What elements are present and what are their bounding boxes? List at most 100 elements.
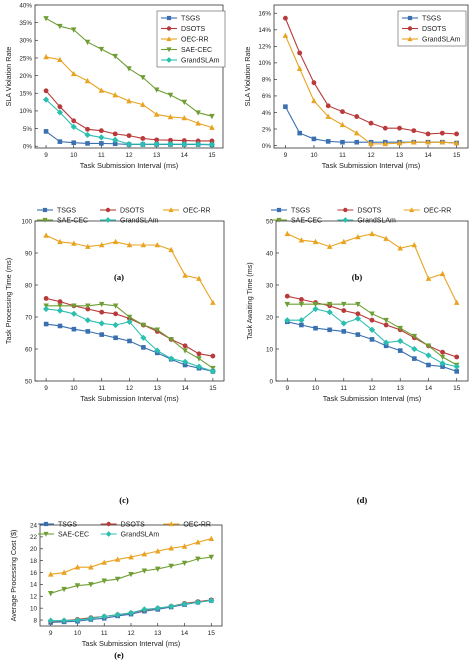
data-point: [71, 240, 77, 246]
legend-swatch-marker: [43, 521, 49, 527]
data-point: [126, 66, 132, 72]
data-point: [297, 50, 303, 56]
data-point: [181, 141, 188, 148]
data-point: [167, 141, 174, 148]
series-grandslam: [282, 32, 460, 147]
data-point: [112, 53, 118, 60]
data-point: [396, 140, 403, 146]
x-tick-label: 12: [126, 385, 134, 392]
data-point: [70, 123, 77, 130]
data-point: [113, 335, 118, 341]
data-point: [182, 348, 188, 354]
data-point: [140, 75, 146, 81]
legend: TSGS DSOTS OEC-RR SAE-CEC GrandSLAm: [156, 10, 226, 68]
data-point: [70, 310, 78, 317]
data-point: [340, 139, 345, 145]
x-tick-label: 12: [368, 385, 376, 392]
x-tick-label: 15: [208, 152, 216, 159]
data-point: [168, 137, 173, 143]
x-tick-label: 9: [285, 385, 289, 392]
series-oec-rr: [43, 232, 216, 305]
data-point: [195, 556, 201, 562]
data-point: [181, 600, 188, 608]
data-point: [56, 307, 64, 314]
legend-swatch-marker: [409, 207, 415, 213]
x-tick-label: 15: [453, 385, 461, 392]
data-point: [85, 303, 91, 309]
x-tick-label: 13: [153, 152, 161, 159]
data-point: [195, 539, 201, 545]
y-tick-label: 0: [269, 378, 273, 385]
y-tick-label: 40: [266, 250, 274, 257]
data-point: [454, 131, 460, 137]
x-tick-label: 12: [127, 630, 135, 637]
legend-entry: DSOTS: [422, 26, 446, 33]
data-point: [325, 103, 331, 109]
legend-swatch-marker: [166, 36, 172, 42]
data-point: [113, 311, 119, 317]
data-point: [312, 305, 319, 313]
panel-label: (e): [114, 650, 124, 660]
data-point: [208, 141, 216, 148]
data-point: [98, 320, 105, 327]
data-point: [70, 70, 77, 77]
legend-swatch-marker: [42, 207, 48, 213]
data-point: [43, 232, 49, 238]
data-point: [139, 141, 146, 148]
legend: TSGS DSOTS OEC-RR SAE-CEC GrandSLAm: [271, 207, 451, 225]
data-point: [383, 322, 389, 328]
series-grandslam: [284, 305, 460, 370]
legend-entry: GrandSLAm: [181, 58, 220, 65]
data-point: [140, 136, 146, 141]
legend-swatch-marker: [105, 531, 112, 537]
y-axis-title: Task Awaiting Time (ms): [245, 262, 254, 339]
data-point: [439, 130, 445, 136]
data-point: [84, 39, 91, 46]
panel-label: (a): [114, 272, 124, 282]
legend-entry: DSOTS: [120, 208, 144, 215]
data-point: [411, 333, 418, 340]
data-point: [282, 32, 289, 38]
data-point: [282, 15, 288, 21]
data-point: [43, 88, 49, 94]
data-point: [327, 327, 332, 333]
y-tick-label: 10: [266, 346, 274, 353]
data-point: [84, 77, 91, 84]
x-axis-title: Task Submission Interval (ms): [322, 161, 421, 170]
data-point: [168, 563, 174, 569]
data-point: [195, 110, 201, 116]
data-point: [153, 111, 160, 117]
data-point: [196, 275, 202, 281]
data-point: [355, 311, 361, 317]
data-point: [57, 104, 63, 110]
data-point: [453, 363, 460, 370]
chart-panel-5: 8 10 12 14 16 18 20 22 24 9 10 11 12 13 14 15 Task Submi…: [9, 521, 223, 660]
series-grandslam: [43, 305, 216, 375]
data-point: [311, 97, 317, 104]
y-tick-label: 40%: [19, 2, 32, 9]
series-sae-cec: [47, 554, 215, 597]
data-point: [98, 87, 105, 93]
data-point: [140, 101, 146, 107]
y-tick-label: 18: [30, 558, 38, 565]
y-tick-label: 30: [266, 282, 274, 289]
data-point: [411, 345, 418, 353]
data-point: [153, 87, 160, 93]
data-point: [98, 301, 105, 308]
data-point: [84, 317, 91, 324]
data-point: [195, 138, 201, 144]
data-point: [87, 615, 94, 622]
data-point: [283, 104, 288, 109]
data-point: [196, 351, 202, 357]
y-tick-label: 22: [30, 534, 38, 541]
data-point: [71, 140, 77, 146]
y-tick-label: 50: [25, 378, 33, 385]
data-point: [194, 599, 202, 606]
data-point: [369, 311, 375, 317]
x-tick-label: 15: [453, 152, 461, 159]
data-point: [298, 301, 305, 308]
y-tick-label: 2%: [262, 126, 272, 133]
data-point: [326, 309, 333, 316]
legend-swatch-marker: [342, 217, 349, 223]
data-point: [355, 301, 361, 308]
